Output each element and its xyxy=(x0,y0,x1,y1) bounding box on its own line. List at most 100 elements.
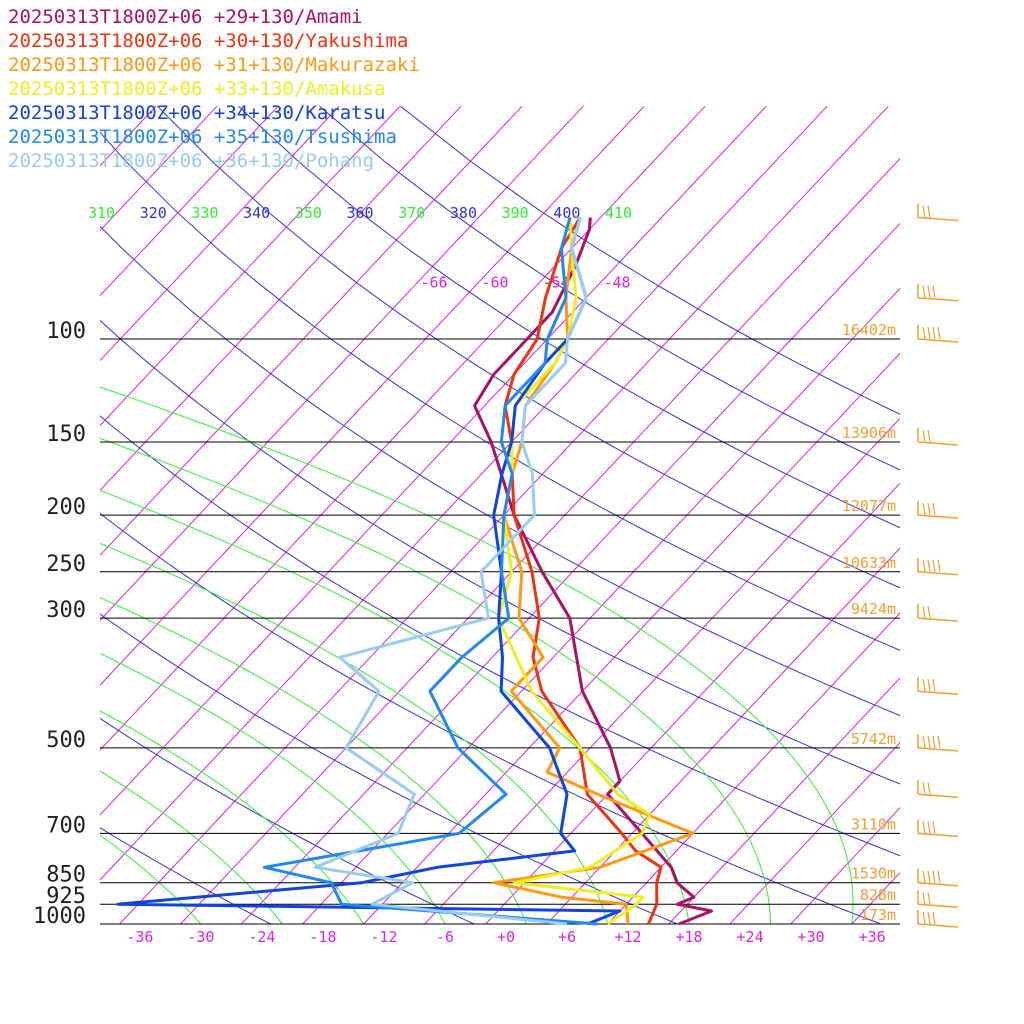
temperature-tick-label: +30 xyxy=(798,928,825,946)
pressure-label: 150 xyxy=(46,422,86,447)
isotherm-line xyxy=(179,157,900,924)
dry-adiabat-line xyxy=(100,319,900,785)
wind-barb xyxy=(917,890,959,908)
sounding-series xyxy=(116,216,713,926)
temperature-tick-labels: -36 -30 -24 -18 -12 -6 +0 +6 +12 +18 +24 +30 +36 xyxy=(126,928,885,946)
dry-adiabat-line xyxy=(238,105,900,529)
wind-barb xyxy=(917,428,959,446)
pressure-label: 700 xyxy=(46,813,86,838)
pressure-label: 200 xyxy=(46,495,86,520)
isotherm-line xyxy=(545,547,900,924)
dry-adiabat-line xyxy=(100,512,883,924)
isotherm-line xyxy=(100,105,523,557)
legend-entry: 20250313T1800Z+06 +29+130/Amami xyxy=(8,6,363,28)
wind-barb xyxy=(917,733,959,752)
pressure-label: 850 xyxy=(46,863,86,888)
temperature-tick-label: -6 xyxy=(436,928,454,946)
theta-label: 370 xyxy=(398,204,425,222)
isotherm-line xyxy=(100,105,218,232)
temperature-tick-label: -24 xyxy=(248,928,275,946)
height-label: 10633m xyxy=(842,554,896,572)
wind-barb xyxy=(917,780,959,798)
legend-entry: 20250313T1800Z+06 +34+130/Karatsu xyxy=(8,102,386,124)
isotherm-line xyxy=(901,106,1024,936)
upper-isotherm-labels: -66 -60 -54 -48 xyxy=(420,273,630,291)
temperature-tick-label: +12 xyxy=(614,928,641,946)
isotherm-line xyxy=(100,105,645,686)
height-label: 9424m xyxy=(851,600,896,618)
wind-barb xyxy=(917,604,959,622)
pressure-label: 1000 xyxy=(33,904,86,929)
isotherm-line xyxy=(0,106,95,936)
theta-label: 410 xyxy=(605,204,632,222)
moist-adiabat-line xyxy=(100,542,609,924)
theta-label: 380 xyxy=(450,204,477,222)
isotherm-line xyxy=(729,742,900,924)
legend-entry: 20250313T1800Z+06 +35+130/Tsushima xyxy=(8,126,397,148)
height-label: 5742m xyxy=(851,730,896,748)
pressure-label: 250 xyxy=(46,552,86,577)
height-label: 12077m xyxy=(842,497,896,515)
isotherm-line xyxy=(362,352,900,924)
moist-adiabat-line xyxy=(100,386,854,924)
temperature-tick-label: +18 xyxy=(676,928,703,946)
isotherm-line xyxy=(484,482,900,924)
theta-labels: 310 320 330 340 350 360 370 380 390 400 410 xyxy=(88,204,632,222)
upper-isotherm-label: -66 xyxy=(420,273,447,291)
height-label: 173m xyxy=(860,906,896,924)
sounding-line xyxy=(262,217,598,926)
temperature-tick-label: +6 xyxy=(558,928,576,946)
isotherm-line xyxy=(423,417,900,924)
isotherm-line xyxy=(851,871,900,924)
legend: 20250313T1800Z+06 +29+130/Amami 20250313T… xyxy=(8,6,420,172)
height-label: 1530m xyxy=(851,865,896,883)
theta-label: 340 xyxy=(243,204,270,222)
wind-barb xyxy=(917,677,959,695)
wind-barbs xyxy=(917,203,959,928)
wind-barb xyxy=(917,325,959,343)
temperature-tick-label: -30 xyxy=(187,928,214,946)
isotherm-line xyxy=(100,105,340,362)
dry-adiabat-lines xyxy=(100,105,900,924)
isotherm-line xyxy=(100,105,706,751)
isotherm-line xyxy=(606,612,900,924)
dry-adiabat-line xyxy=(100,415,900,857)
moist-adiabat-line xyxy=(100,834,202,924)
theta-label: 350 xyxy=(295,204,322,222)
isotherm-line xyxy=(240,222,900,924)
isotherm-line xyxy=(668,677,900,924)
moist-adiabat-line xyxy=(100,770,283,924)
temperature-tick-label: +0 xyxy=(497,928,515,946)
isotherm-line xyxy=(0,106,34,936)
isotherm-line xyxy=(100,105,401,427)
moist-adiabat-lines xyxy=(100,386,854,924)
dry-adiabat-line xyxy=(157,105,900,589)
moist-adiabat-line xyxy=(100,437,771,924)
height-labels: 16402m 13906m 12077m 10633m 9424m 5742m 3110m 1… xyxy=(842,321,896,924)
temperature-tick-label: -12 xyxy=(370,928,397,946)
theta-label: 360 xyxy=(347,204,374,222)
isotherm-line xyxy=(100,105,462,492)
wind-barb xyxy=(917,203,959,222)
isotherm-line xyxy=(100,105,279,297)
theta-label: 330 xyxy=(191,204,218,222)
dry-adiabat-line xyxy=(100,717,476,924)
isotherm-line xyxy=(100,105,584,621)
sounding-line xyxy=(116,217,622,926)
pressure-label: 300 xyxy=(46,598,86,623)
theta-label: 390 xyxy=(502,204,529,222)
dry-adiabat-line xyxy=(319,105,900,471)
dry-adiabat-line xyxy=(100,225,900,717)
temperature-tick-label: +24 xyxy=(737,928,764,946)
wind-barb xyxy=(917,910,959,928)
wind-barb xyxy=(917,557,959,576)
moist-adiabat-line xyxy=(100,597,527,924)
height-label: 828m xyxy=(860,886,896,904)
isotherm-lines xyxy=(0,105,1024,936)
legend-entry: 20250313T1800Z+06 +33+130/Amakusa xyxy=(8,78,386,100)
wind-barb xyxy=(917,501,959,519)
wind-barb xyxy=(917,868,959,887)
theta-label: 320 xyxy=(140,204,167,222)
